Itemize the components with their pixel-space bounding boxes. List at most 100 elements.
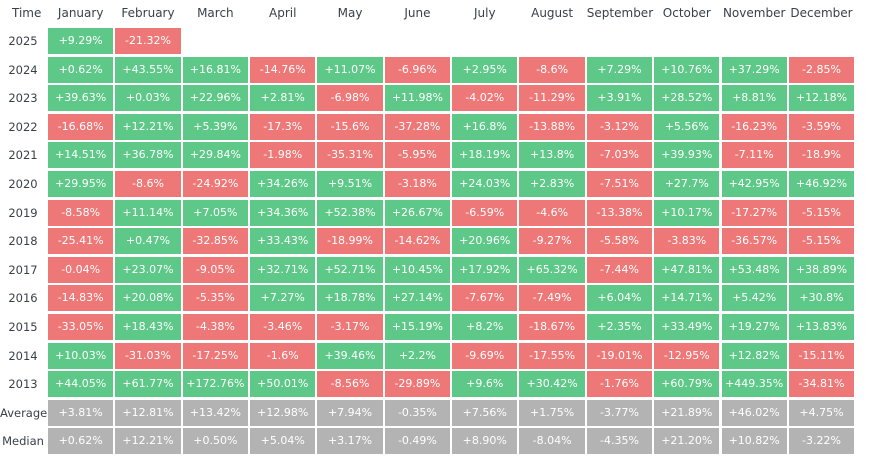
return-cell: -15.11% (788, 342, 855, 369)
month-header-july: July (473, 6, 496, 20)
return-cell: +39.46% (317, 342, 383, 369)
return-cell: -15.6% (317, 113, 383, 140)
summary-row-median: Median +0.62% +12.21% +0.50% +5.04% +3.17% -0.… (0, 428, 877, 455)
return-cell: +5.04% (250, 428, 316, 455)
time-column-header: Time (12, 6, 42, 20)
year-label: 2017 (8, 262, 38, 277)
year-label: 2024 (8, 62, 38, 77)
return-cell: +32.71% (250, 256, 316, 283)
return-cell: +2.83% (519, 171, 585, 197)
return-cell: +13.83% (788, 314, 855, 340)
table-row: 2023 +39.63% +0.03% +22.96% +2.81% -6.98% +11.… (0, 85, 877, 112)
return-cell: +39.63% (48, 85, 114, 112)
return-cell: -14.76% (250, 56, 316, 83)
table-row: 2021 +14.51% +36.78% +29.84% -1.98% -35.31% -5… (0, 142, 877, 169)
year-label: 2013 (8, 377, 38, 392)
return-cell: +13.8% (519, 142, 585, 169)
return-cell: -7.51% (586, 171, 653, 197)
return-cell: +12.81% (115, 399, 181, 426)
return-cell: -8.56% (317, 371, 383, 398)
return-cell: +18.19% (452, 142, 518, 169)
return-cell: +10.45% (384, 256, 451, 283)
return-cell: +9.29% (48, 28, 114, 54)
return-cell: -5.95% (384, 142, 451, 169)
table-row: 2018 -25.41% +0.47% -32.85% +33.43% -18.99% -1… (0, 228, 877, 255)
table-row: 2020 +29.95% -8.6% -24.92% +34.26% +9.51% -3.1… (0, 171, 877, 197)
year-label: 2020 (8, 177, 38, 191)
return-cell: +7.29% (586, 56, 653, 83)
month-header-may: May (337, 6, 363, 20)
return-cell (183, 28, 248, 54)
return-cell: -19.01% (586, 342, 653, 369)
return-cell: +3.81% (48, 399, 114, 426)
month-header-august: August (531, 6, 574, 20)
table-header: Time January February March April May June Jul… (0, 0, 877, 26)
return-cell (250, 28, 315, 54)
table-row: 2017 -0.04% +23.07% -9.05% +32.71% +52.71% +10… (0, 256, 877, 283)
return-cell: -1.98% (250, 142, 316, 169)
return-cell: +172.76% (182, 371, 249, 398)
year-label: 2014 (8, 348, 38, 363)
return-cell: -21.32% (115, 28, 181, 54)
year-label: 2023 (8, 91, 38, 106)
return-cell: -34.81% (788, 371, 855, 398)
return-cell: -17.3% (250, 113, 316, 140)
return-cell: +9.51% (317, 171, 383, 197)
return-cell: +8.90% (452, 428, 518, 455)
return-cell: +15.19% (384, 314, 451, 340)
return-cell: -7.49% (519, 285, 585, 312)
month-header-april: April (269, 6, 297, 20)
return-cell: -3.59% (788, 113, 855, 140)
return-cell (385, 28, 450, 54)
year-label: 2021 (8, 148, 38, 163)
year-label: 2018 (8, 234, 38, 249)
return-cell: +21.20% (654, 428, 720, 455)
return-cell: -1.76% (586, 371, 653, 398)
return-cell: -4.02% (452, 85, 518, 112)
return-cell: +27.14% (384, 285, 451, 312)
return-cell: +11.07% (317, 56, 383, 83)
return-cell: +43.55% (115, 56, 181, 83)
return-cell: +11.14% (115, 199, 181, 226)
return-cell: +7.05% (182, 199, 249, 226)
month-header-january: January (57, 6, 104, 20)
return-cell: -17.25% (182, 342, 249, 369)
month-header-november: November (722, 6, 786, 20)
return-cell: +10.17% (654, 199, 720, 226)
return-cell: -7.03% (586, 142, 653, 169)
return-cell: +3.17% (317, 428, 383, 455)
month-header-march: March (197, 6, 234, 20)
return-cell: -17.55% (519, 342, 585, 369)
return-cell: +13.42% (182, 399, 249, 426)
return-cell: +14.71% (654, 285, 720, 312)
return-cell: +60.79% (654, 371, 720, 398)
return-cell: +0.03% (115, 85, 181, 112)
return-cell: +8.81% (721, 85, 787, 112)
year-label: 2019 (8, 205, 38, 220)
return-cell: +7.94% (317, 399, 383, 426)
return-cell: +53.48% (721, 256, 787, 283)
table-row: 2014 +10.03% -31.03% -17.25% -1.6% +39.46% +2.… (0, 342, 877, 369)
return-cell: +2.35% (586, 314, 653, 340)
return-cell: -9.27% (519, 228, 585, 255)
return-cell: -25.41% (48, 228, 114, 255)
return-cell: -0.04% (48, 256, 114, 283)
table-row: 2016 -14.83% +20.08% -5.35% +7.27% +18.78% +27… (0, 285, 877, 312)
year-label: 2015 (8, 320, 38, 334)
return-cell: +0.62% (48, 56, 114, 83)
return-cell: +61.77% (115, 371, 181, 398)
return-cell: +38.89% (788, 256, 855, 283)
return-cell: +30.8% (788, 285, 855, 312)
summary-label: Median (2, 434, 44, 449)
return-cell: -8.6% (115, 171, 181, 197)
return-cell: -6.59% (452, 199, 518, 226)
return-cell: +1.75% (519, 399, 585, 426)
return-cell: +5.42% (721, 285, 787, 312)
return-cell: +0.62% (48, 428, 114, 455)
return-cell: +22.96% (182, 85, 249, 112)
return-cell: +12.21% (115, 113, 181, 140)
return-cell: -18.9% (788, 142, 855, 169)
return-cell: -13.38% (586, 199, 653, 226)
return-cell: +2.95% (452, 56, 518, 83)
